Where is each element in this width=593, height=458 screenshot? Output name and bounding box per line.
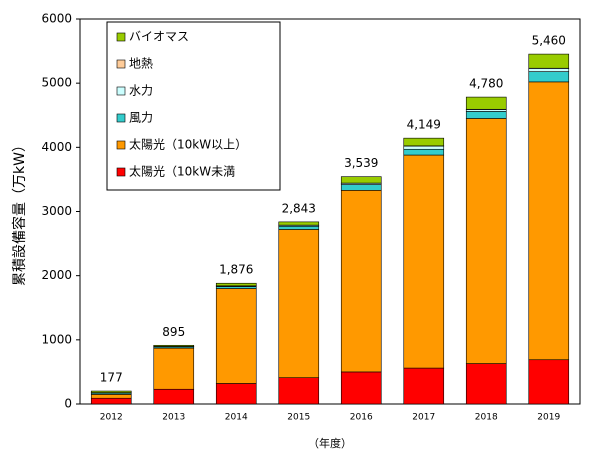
x-tick-label: 2015 — [287, 413, 310, 423]
bar-segment — [466, 97, 506, 109]
bar-segment — [529, 54, 569, 68]
bar-segment — [154, 345, 194, 346]
y-tick-label: 5000 — [41, 76, 72, 90]
y-tick-label: 6000 — [41, 12, 72, 26]
y-tick-label: 3000 — [41, 204, 72, 218]
bar-segment — [279, 229, 319, 377]
legend-swatch — [117, 33, 125, 41]
bar-segment — [341, 177, 381, 183]
total-label: 1,876 — [219, 263, 253, 277]
legend-swatch — [117, 114, 125, 122]
bar-segment — [91, 398, 131, 404]
total-label: 3,539 — [344, 156, 378, 170]
legend-label: 太陽光（10kW未満 — [129, 164, 235, 179]
legend-swatch — [117, 87, 125, 95]
bar-segment — [216, 383, 256, 404]
bar-segment — [279, 222, 319, 225]
bar-segment — [404, 155, 444, 368]
x-tick-label: 2016 — [350, 413, 373, 423]
bar-segment — [216, 283, 256, 286]
y-tick-label: 4000 — [41, 140, 72, 154]
bar-segment — [404, 149, 444, 155]
x-tick-label: 2014 — [225, 413, 248, 423]
bar-segment — [154, 348, 194, 389]
x-tick-label: 2018 — [475, 413, 498, 423]
bar-segment — [529, 68, 569, 71]
legend-swatch — [117, 168, 125, 176]
bar-segment — [216, 289, 256, 384]
bar-segment — [404, 146, 444, 149]
x-axis-label: （年度） — [308, 436, 352, 450]
bar-segment — [466, 118, 506, 363]
legend-label: 太陽光（10kW以上） — [129, 137, 247, 152]
legend-swatch — [117, 141, 125, 149]
total-label: 177 — [100, 371, 123, 385]
bar-segment — [341, 185, 381, 191]
bar-segment — [341, 372, 381, 404]
bar-segment — [279, 378, 319, 404]
bar-segment — [404, 368, 444, 404]
y-axis-label: 累積設備容量（万kW） — [11, 138, 28, 286]
bar-segment — [404, 138, 444, 146]
bar-segment — [529, 82, 569, 360]
bar-segment — [154, 389, 194, 404]
bar-segment — [466, 364, 506, 404]
bar-segment — [529, 360, 569, 404]
total-label: 895 — [162, 325, 185, 339]
bar-segment — [279, 226, 319, 229]
legend-label: バイオマス — [129, 30, 189, 44]
bar-segment — [91, 394, 131, 398]
total-label: 4,780 — [469, 77, 503, 91]
y-tick-label: 2000 — [41, 268, 72, 282]
total-label: 2,843 — [282, 201, 316, 215]
bar-segment — [466, 111, 506, 118]
y-tick-label: 0 — [64, 397, 72, 411]
legend-label: 風力 — [129, 111, 153, 125]
bar-segment — [529, 72, 569, 82]
bar-segment — [91, 391, 131, 393]
x-tick-label: 2019 — [537, 413, 560, 423]
total-label: 4,149 — [407, 118, 441, 132]
x-tick-label: 2012 — [100, 413, 123, 423]
x-tick-label: 2013 — [162, 413, 185, 423]
y-tick-label: 1000 — [41, 332, 72, 346]
legend-label: 地熱 — [129, 57, 153, 71]
legend-label: 水力 — [129, 84, 153, 98]
legend-swatch — [117, 60, 125, 68]
bar-segment — [341, 190, 381, 372]
total-label: 5,460 — [532, 34, 566, 48]
x-tick-label: 2017 — [412, 413, 435, 423]
